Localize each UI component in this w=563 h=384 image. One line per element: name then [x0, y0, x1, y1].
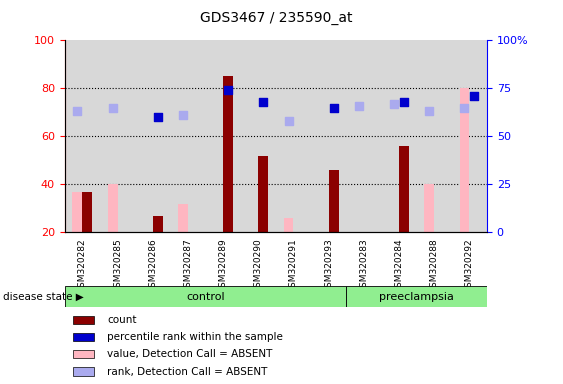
Point: [390, 101, 399, 107]
Point: [460, 104, 469, 111]
Text: count: count: [107, 314, 136, 325]
Text: rank, Detection Call = ABSENT: rank, Detection Call = ABSENT: [107, 366, 267, 377]
Bar: [65, 40, 100, 232]
Bar: [73, 192, 82, 232]
Bar: [258, 156, 268, 232]
Bar: [241, 40, 276, 232]
Bar: [171, 40, 205, 232]
Point: [108, 104, 117, 111]
Bar: [399, 146, 409, 232]
Text: GDS3467 / 235590_at: GDS3467 / 235590_at: [200, 11, 352, 25]
Point: [470, 93, 479, 99]
Text: disease state ▶: disease state ▶: [3, 291, 83, 302]
Bar: [329, 170, 338, 232]
Point: [425, 108, 434, 114]
Bar: [153, 215, 163, 232]
Bar: [452, 40, 487, 232]
Text: percentile rank within the sample: percentile rank within the sample: [107, 332, 283, 342]
Bar: [73, 316, 95, 324]
Point: [153, 114, 162, 120]
Bar: [382, 40, 417, 232]
Bar: [135, 40, 171, 232]
Bar: [73, 333, 95, 341]
Bar: [65, 286, 346, 307]
Bar: [425, 184, 434, 232]
Point: [400, 99, 409, 105]
Bar: [284, 218, 293, 232]
Point: [73, 108, 82, 114]
Bar: [73, 367, 95, 376]
Bar: [311, 40, 346, 232]
Bar: [73, 350, 95, 358]
Point: [258, 99, 268, 105]
Bar: [346, 40, 382, 232]
Point: [224, 87, 233, 93]
Point: [329, 104, 338, 111]
Bar: [459, 88, 470, 232]
Text: value, Detection Call = ABSENT: value, Detection Call = ABSENT: [107, 349, 272, 359]
Bar: [223, 76, 233, 232]
Bar: [108, 184, 118, 232]
Bar: [82, 192, 92, 232]
Text: preeclampsia: preeclampsia: [379, 291, 454, 302]
Bar: [100, 40, 135, 232]
Bar: [276, 40, 311, 232]
Point: [355, 103, 364, 109]
Text: control: control: [186, 291, 225, 302]
Bar: [417, 40, 452, 232]
Bar: [346, 286, 487, 307]
Bar: [205, 40, 241, 232]
Bar: [178, 204, 188, 232]
Point: [284, 118, 293, 124]
Point: [178, 112, 187, 118]
